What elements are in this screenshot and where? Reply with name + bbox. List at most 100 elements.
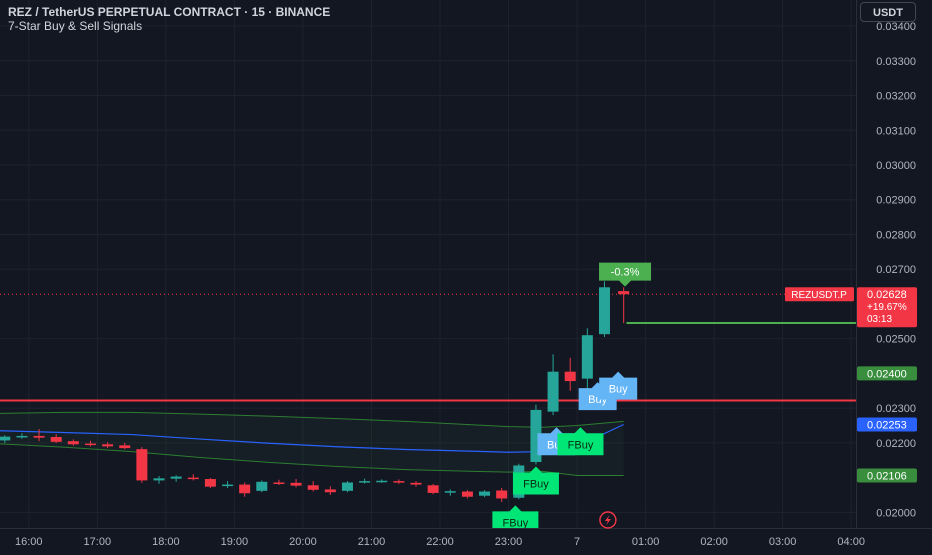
price-tick-label: 0.02000 (876, 507, 916, 519)
candle (102, 442, 114, 449)
candle (119, 442, 131, 450)
candle (50, 434, 62, 443)
candle-body (324, 489, 336, 493)
price-tick-label: 0.02800 (876, 229, 916, 241)
price-tick-label: 0.02700 (876, 264, 916, 276)
candle-body (376, 480, 388, 483)
price-tick-label: 0.03400 (876, 21, 916, 33)
time-tick-label: 18:00 (152, 536, 180, 548)
signal-label-buy: Buy (599, 371, 638, 400)
candle (307, 481, 319, 492)
candle (618, 287, 630, 324)
candle (16, 433, 28, 439)
candle-body (67, 441, 79, 445)
price-tick-label: 0.02500 (876, 334, 916, 346)
candles (0, 281, 630, 502)
symbol-title[interactable]: REZ / TetherUS PERPETUAL CONTRACT · 15 ·… (8, 5, 331, 19)
candle-body (170, 476, 182, 479)
candle-body (50, 436, 62, 442)
time-tick-label: 7 (574, 536, 580, 548)
candle-body (222, 484, 234, 487)
price-tick-label: 0.03200 (876, 91, 916, 103)
candle (547, 354, 559, 416)
candle (239, 482, 251, 497)
lightning-bolt (604, 515, 611, 525)
time-tick-label: 19:00 (221, 536, 249, 548)
candle (0, 435, 11, 443)
price-tick-label: 0.02900 (876, 195, 916, 207)
candle (496, 488, 508, 502)
candle-body (341, 482, 353, 491)
candle (290, 479, 302, 488)
time-tick-label: 02:00 (700, 536, 728, 548)
band-lower-line (0, 443, 624, 477)
candle (341, 481, 353, 493)
time-tick-label: 03:00 (769, 536, 797, 548)
currency-button[interactable]: USDT (860, 2, 916, 22)
candle-body (16, 435, 28, 438)
candle (153, 475, 165, 484)
candle (136, 447, 148, 483)
candle (67, 439, 79, 446)
price-change-value: +19.67% (867, 302, 907, 313)
candle (170, 475, 182, 482)
candle-body (393, 481, 405, 483)
green-level-tag-2: 0.02106 (867, 471, 907, 483)
candle-body (581, 335, 593, 379)
green-level-tag-2-bg (857, 468, 917, 483)
candle-body (0, 436, 11, 441)
band-fill (0, 412, 624, 476)
candle-body (136, 449, 148, 481)
signal-badge (492, 505, 539, 534)
candle-body (187, 477, 199, 480)
lightning-circle (599, 511, 617, 529)
time-tick-label: 01:00 (632, 536, 660, 548)
last-price-tag-bg (857, 287, 917, 328)
candle (598, 281, 610, 337)
candle (393, 479, 405, 484)
candle-body (496, 490, 508, 499)
green-level-tag-bg (857, 366, 917, 381)
time-axis-bg (0, 528, 932, 550)
price-tick-label: 0.03100 (876, 125, 916, 137)
candle (273, 479, 285, 485)
candle-body (153, 478, 165, 481)
candle (410, 481, 422, 487)
green-level-tag: 0.02400 (867, 368, 907, 380)
price-tick-label: 0.03000 (876, 160, 916, 172)
time-tick-label: 21:00 (358, 536, 386, 548)
candle-body (564, 371, 576, 382)
signal-text: FBuy (503, 517, 529, 529)
band-upper-line (0, 411, 624, 428)
candle-body (359, 481, 371, 483)
candle (33, 429, 45, 442)
candle-body (290, 482, 302, 486)
candle-body (547, 371, 559, 412)
symbol-tag: REZUSDT.P (791, 290, 847, 301)
candle (187, 474, 199, 481)
candle (324, 486, 336, 495)
candle (479, 490, 491, 498)
candle (84, 440, 96, 447)
price-scale-bg (856, 0, 932, 550)
countdown-value: 03:13 (867, 314, 892, 325)
time-tick-label: 17:00 (84, 536, 112, 548)
indicator-name[interactable]: 7-Star Buy & Sell Signals (8, 19, 143, 33)
candle (461, 490, 473, 499)
signal-badge (512, 466, 559, 495)
candle (444, 489, 456, 496)
candle-body (102, 444, 114, 447)
candle (427, 483, 439, 495)
time-tick-label: 04:00 (837, 536, 865, 548)
time-tick-label: 20:00 (289, 536, 317, 548)
candle-body (598, 287, 610, 335)
signal-label-fbuy: FBuy (557, 427, 604, 456)
candle-body (479, 491, 491, 496)
percent-annotation: -0.3% (599, 262, 652, 287)
price-tick-label: 0.02300 (876, 403, 916, 415)
time-axis: 16:00 17:00 18:00 19:00 20:00 21:00 22:00 23:00… (0, 528, 932, 550)
candle-body (256, 481, 268, 491)
